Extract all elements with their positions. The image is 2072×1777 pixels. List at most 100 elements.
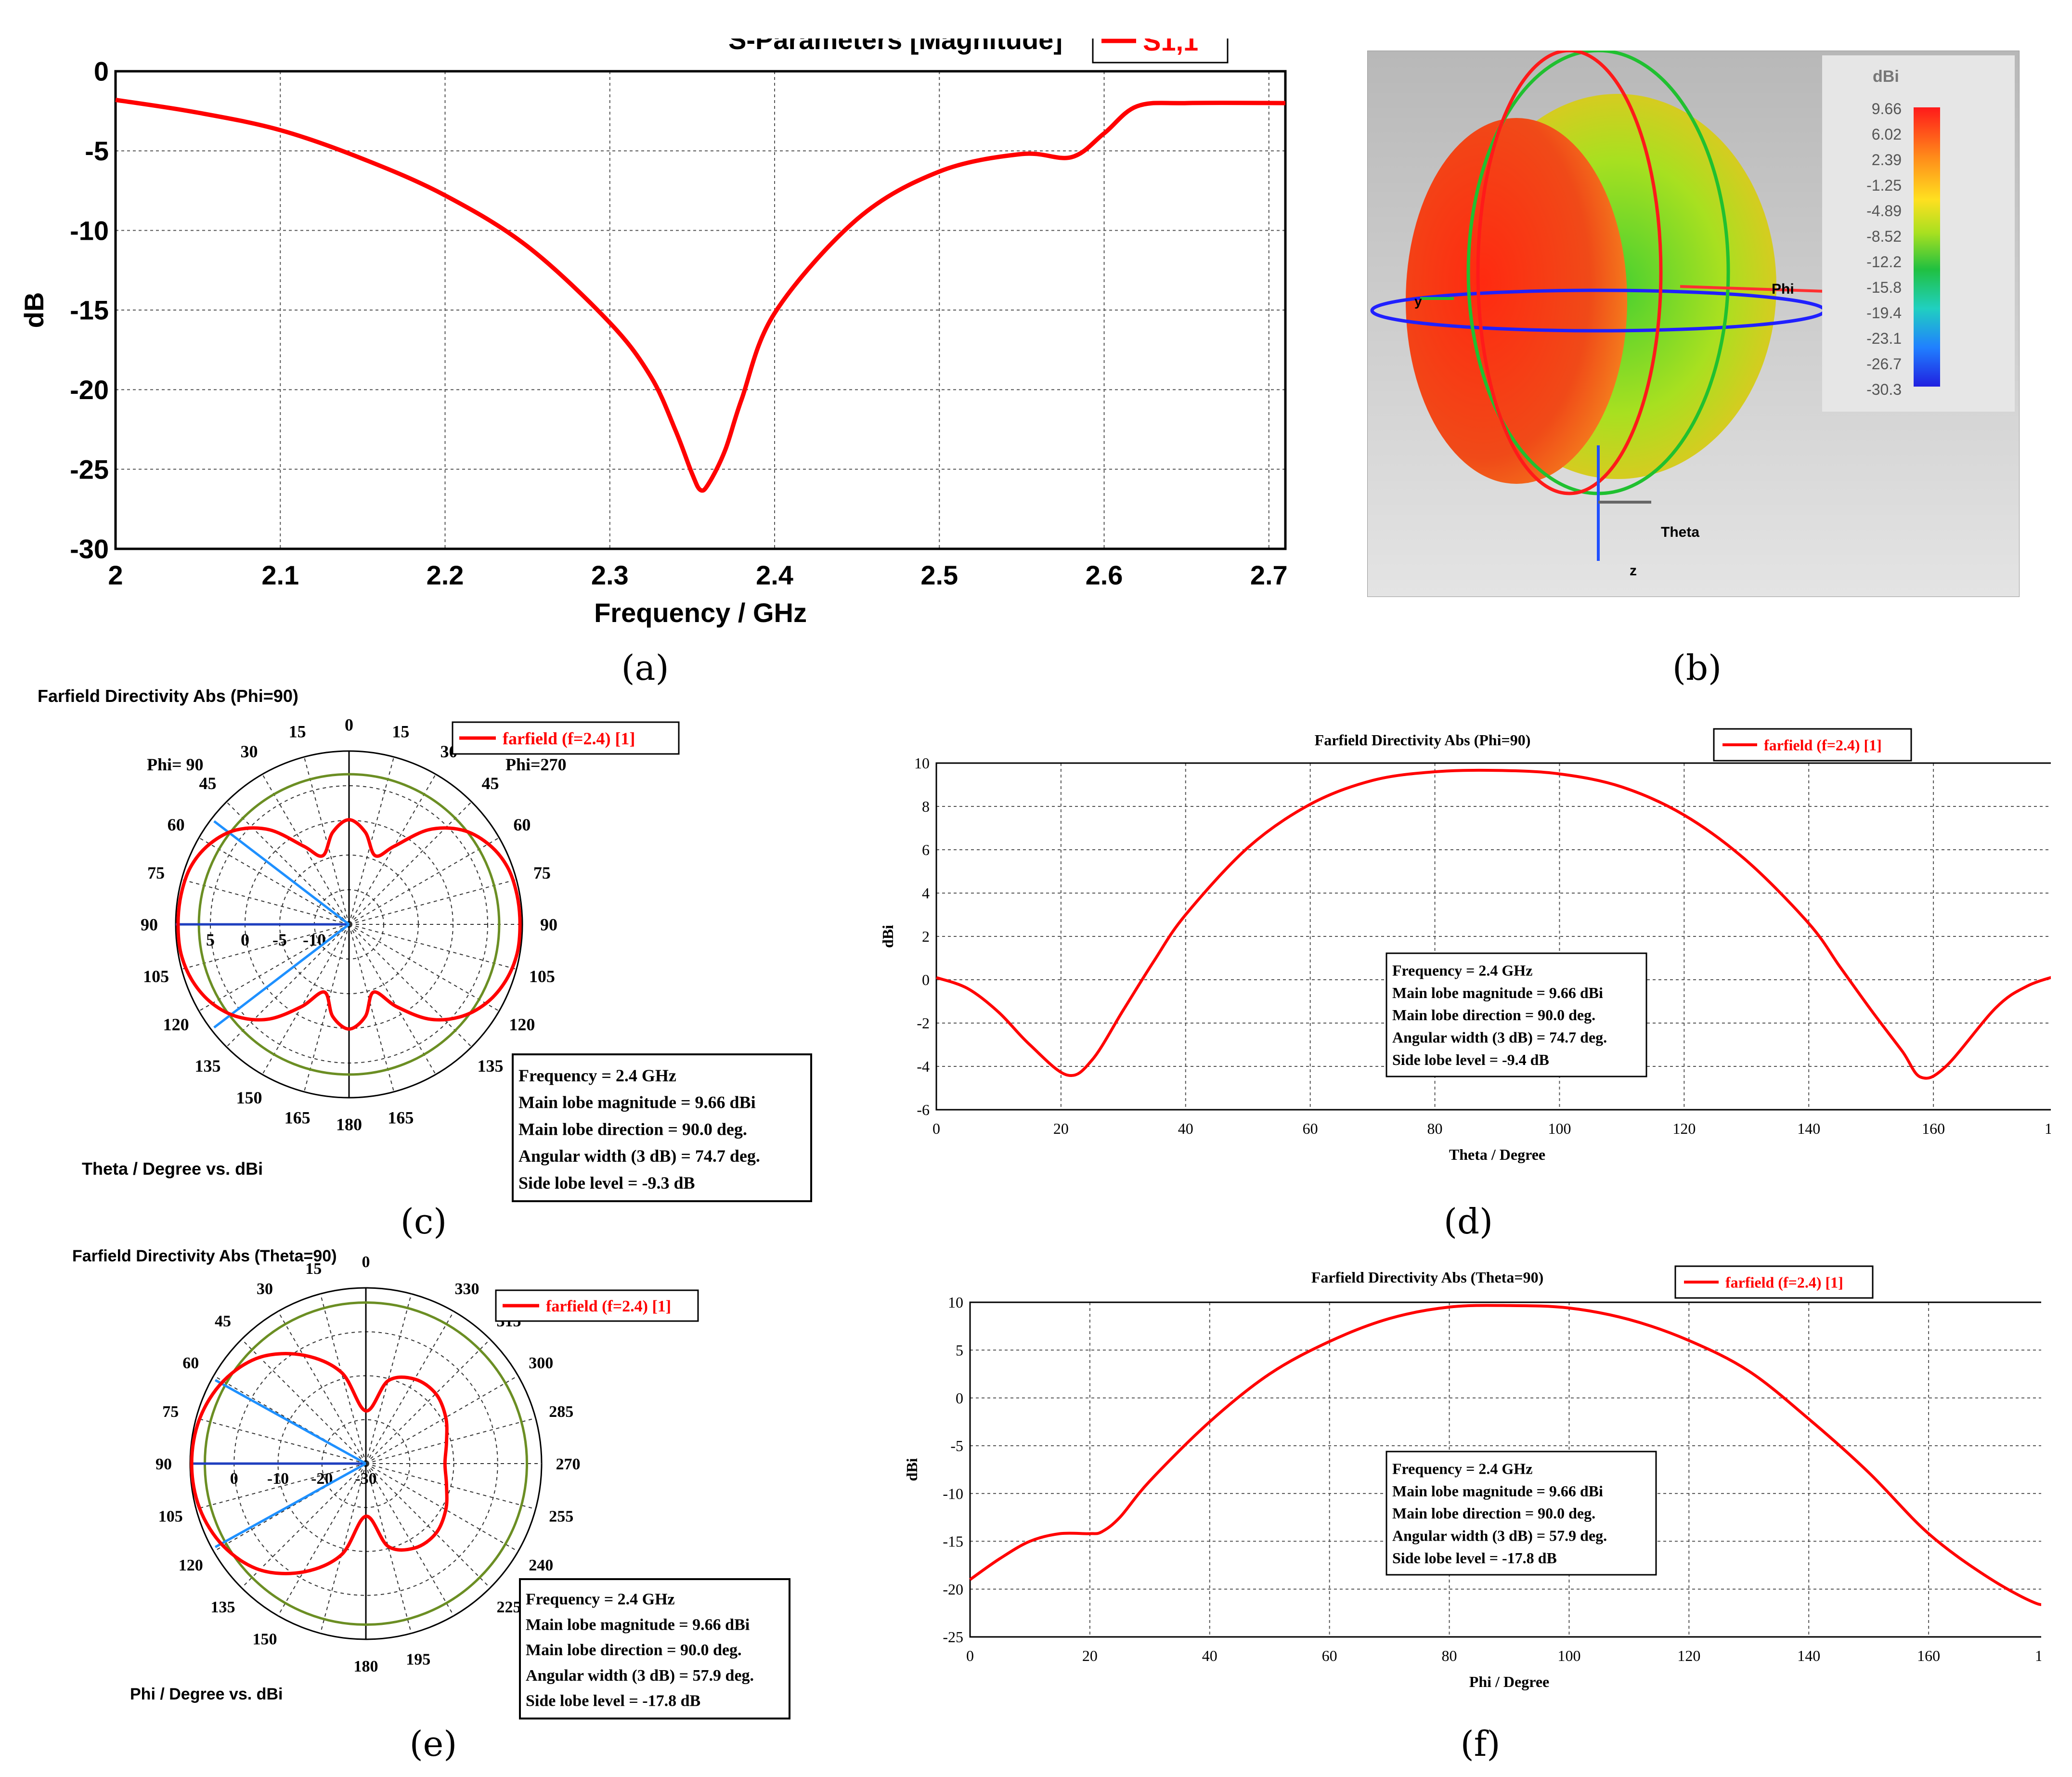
- info-line: Side lobe level = -9.3 dB: [518, 1173, 695, 1193]
- theta-ring-red: [1476, 49, 1663, 495]
- polar-spoke: [196, 1417, 366, 1464]
- angle-label: 105: [529, 967, 555, 986]
- x-tick-label: 60: [1303, 1120, 1318, 1137]
- polar-spoke: [349, 924, 500, 1012]
- polar-spoke: [365, 1339, 491, 1464]
- info-line: Frequency = 2.4 GHz: [1392, 961, 1532, 979]
- series-line: [969, 1304, 2041, 1606]
- caption-c: (c): [400, 1201, 447, 1242]
- y-tick-label: 2: [922, 928, 930, 945]
- polar-spoke: [262, 924, 350, 1075]
- x-tick-label: 100: [1557, 1647, 1580, 1664]
- y-tick-label: 6: [922, 841, 930, 858]
- angle-label: 120: [163, 1015, 189, 1034]
- info-line: Main lobe magnitude = 9.66 dBi: [1392, 1482, 1603, 1500]
- info-box-frame: [1386, 1451, 1657, 1576]
- x-tick-label: 140: [1797, 1120, 1820, 1137]
- colorbar-tick: -15.8: [1866, 279, 1902, 296]
- info-box-frame: [519, 1578, 790, 1720]
- info-line: Main lobe direction = 90.0 deg.: [518, 1119, 747, 1139]
- angle-label: 270: [556, 1455, 581, 1473]
- y-axis-label: y: [1414, 294, 1422, 309]
- angle-label: 30: [257, 1280, 273, 1298]
- chart-footer: Phi / Degree vs. dBi: [130, 1685, 283, 1703]
- info-line: Angular width (3 dB) = 74.7 deg.: [518, 1146, 760, 1166]
- angle-label: 300: [529, 1354, 553, 1372]
- info-line: Main lobe magnitude = 9.66 dBi: [1392, 984, 1603, 1001]
- angle-label: 75: [162, 1403, 179, 1421]
- polar-spoke: [277, 1463, 366, 1616]
- polar-spoke: [365, 1463, 454, 1616]
- info-line: Frequency = 2.4 GHz: [526, 1591, 675, 1608]
- polar-spoke: [241, 1339, 366, 1464]
- x-tick-label: 40: [1178, 1120, 1193, 1137]
- radial-label: -5: [272, 930, 287, 949]
- radial-label: -10: [303, 930, 326, 949]
- angle-label: 60: [182, 1354, 199, 1372]
- angle-label: 45: [215, 1312, 231, 1330]
- angle-label: 150: [236, 1088, 262, 1107]
- x-tick-label: 2.1: [261, 560, 299, 590]
- pattern-curve: [176, 818, 522, 1031]
- info-line: Angular width (3 dB) = 57.9 deg.: [526, 1667, 754, 1685]
- y-tick-label: 4: [922, 884, 930, 902]
- x-axis-label: Theta / Degree: [1449, 1146, 1545, 1163]
- panel-d-cartesian-phi90: 020406080100120140160180.1086420-2-4-6Th…: [879, 728, 2051, 1163]
- angle-label: 225: [496, 1598, 521, 1616]
- x-tick-label: 40: [1202, 1647, 1217, 1664]
- x-tick-label: 2.7: [1250, 560, 1288, 590]
- plot-frame: [114, 70, 1287, 550]
- polar-spoke: [349, 774, 436, 925]
- info-line: Side lobe level = -17.8 dB: [526, 1692, 700, 1710]
- x-tick-label: 180.: [2045, 1120, 2051, 1137]
- angle-label: 0: [345, 715, 353, 735]
- colorbar-tick: -12.2: [1866, 253, 1902, 271]
- info-line: Main lobe magnitude = 9.66 dBi: [526, 1616, 750, 1634]
- y-tick-label: -25: [70, 454, 109, 484]
- caption-a: (a): [621, 648, 669, 688]
- polar-spoke: [365, 1311, 454, 1464]
- legend-label: farfield (f=2.4) [1]: [503, 729, 635, 748]
- panel-f-cartesian-theta90: 0 20 40 60 80 100 120 140 160 180. 10 5 0 -5 -10 -15 -20…: [903, 1265, 2041, 1690]
- legend: farfield (f=2.4) [1]: [452, 721, 680, 755]
- angle-label: 150: [253, 1631, 277, 1648]
- y-tick-label: 0: [956, 1389, 963, 1407]
- polar-spoke: [262, 774, 350, 925]
- info-line: Side lobe level = -9.4 dB: [1392, 1051, 1549, 1068]
- angle-label: 30: [241, 742, 258, 761]
- beam-line: [214, 1379, 367, 1465]
- angle-label: 135: [211, 1598, 235, 1616]
- info-box: Frequency = 2.4 GHz Main lobe magnitude =…: [519, 1578, 790, 1720]
- x-tick-label: 20: [1082, 1647, 1098, 1664]
- colorbar-tick: -4.89: [1866, 202, 1902, 220]
- info-box: Frequency = 2.4 GHz Main lobe magnitude =…: [1386, 952, 1647, 1077]
- pattern-curve: [190, 1352, 449, 1575]
- angle-label: 75: [533, 863, 551, 882]
- angle-label: 330: [455, 1280, 479, 1298]
- angle-label: 120: [509, 1015, 535, 1034]
- legend: farfield (f=2.4) [1]: [1674, 1265, 1874, 1299]
- legend-label: farfield (f=2.4) [1]: [1725, 1274, 1843, 1291]
- y-axis-label: dBi: [879, 925, 896, 948]
- angle-label: 255: [549, 1508, 573, 1526]
- polar-spoke: [320, 1294, 366, 1464]
- plot-frame: [935, 762, 2051, 1111]
- polar-spoke: [181, 924, 350, 970]
- x-tick-label: 2: [108, 560, 123, 590]
- angle-label: 15: [305, 1260, 322, 1278]
- chart-title: Farfield Directivity Abs (Theta=90): [72, 1247, 337, 1265]
- legend: farfield (f=2.4) [1]: [495, 1289, 699, 1322]
- x-tick-label: 0: [966, 1647, 974, 1664]
- angle-label: 0: [362, 1253, 370, 1271]
- x-tick-label: 20: [1053, 1120, 1069, 1137]
- angle-label: 180: [336, 1115, 362, 1134]
- caption-b: (b): [1672, 648, 1722, 688]
- angle-label: 90: [141, 915, 158, 934]
- angle-label: 180: [354, 1658, 378, 1675]
- y-tick-label: -6: [917, 1101, 930, 1118]
- polar-spoke: [198, 924, 350, 1012]
- polar-spoke: [349, 924, 436, 1075]
- x-tick-label: 160: [1917, 1647, 1940, 1664]
- chart-footer: Theta / Degree vs. dBi: [82, 1159, 263, 1179]
- angle-label: 45: [481, 774, 499, 793]
